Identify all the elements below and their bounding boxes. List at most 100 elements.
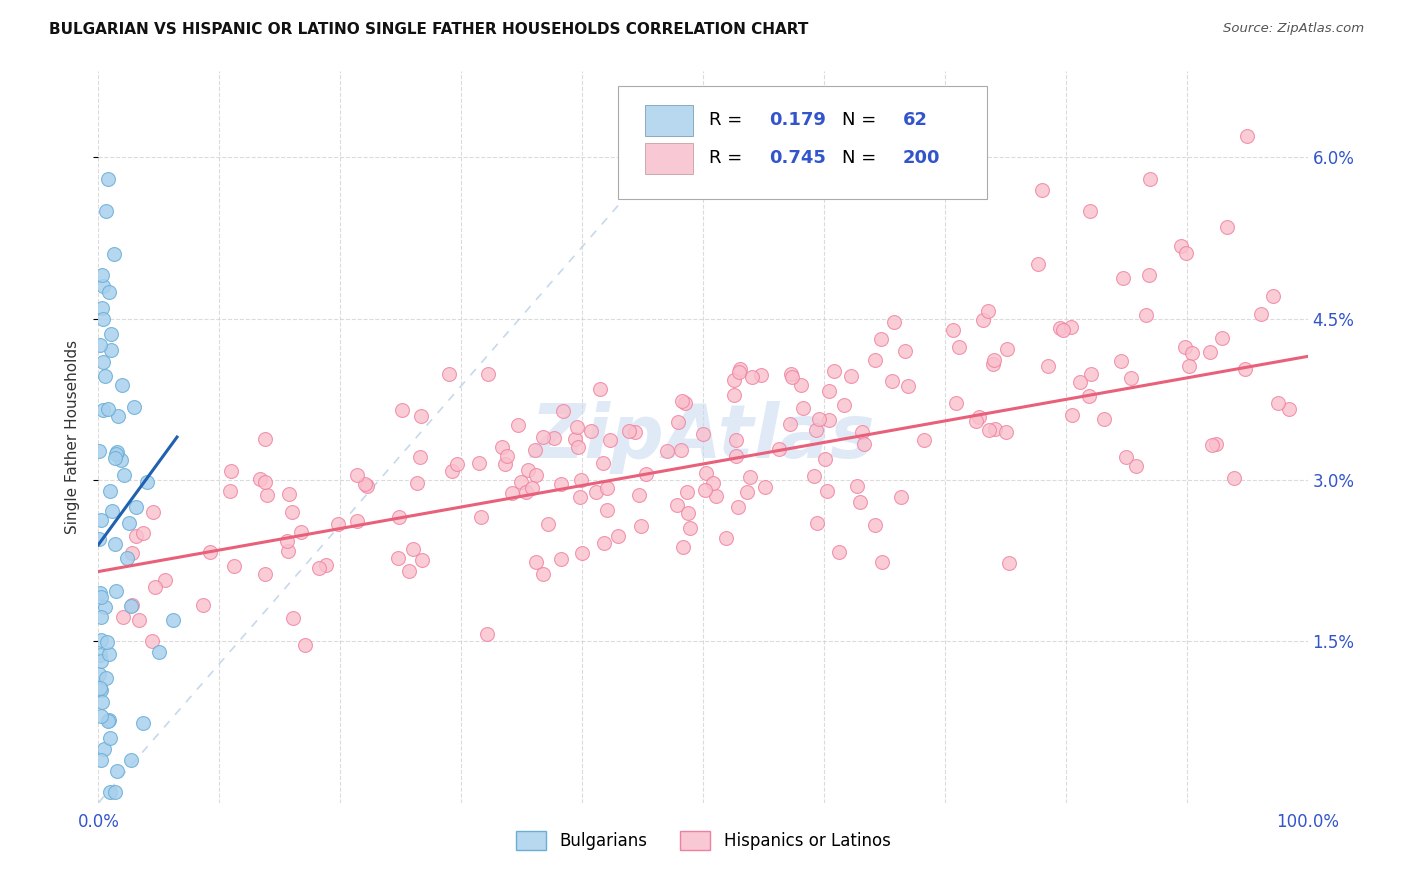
Point — [1137, 268, 1160, 283]
Point — [98, 731, 121, 746]
Point — [737, 485, 759, 500]
Point — [666, 415, 689, 429]
Point — [727, 500, 749, 514]
Point — [553, 404, 575, 418]
Point — [1175, 245, 1198, 260]
Point — [98, 285, 121, 299]
Point — [391, 403, 413, 417]
Point — [780, 368, 803, 382]
Point — [87, 444, 110, 458]
Point — [104, 537, 127, 551]
Point — [388, 509, 411, 524]
Point — [741, 370, 763, 384]
Point — [506, 417, 529, 432]
Point — [1052, 322, 1074, 336]
Point — [1060, 319, 1083, 334]
Point — [124, 500, 146, 514]
Point — [1267, 395, 1289, 409]
Point — [90, 753, 112, 767]
Point — [93, 599, 115, 614]
Point — [979, 423, 1001, 437]
Point — [849, 495, 872, 509]
Point — [387, 550, 409, 565]
Point — [714, 531, 737, 545]
Point — [571, 473, 593, 487]
Point — [1181, 345, 1204, 359]
Point — [470, 510, 492, 524]
Point — [1178, 359, 1201, 374]
Point — [91, 279, 114, 293]
Point — [103, 247, 125, 261]
Point — [965, 414, 987, 428]
Point — [308, 561, 330, 575]
Point — [515, 484, 537, 499]
Point — [599, 433, 621, 447]
Point — [1080, 367, 1102, 381]
Point — [695, 466, 717, 480]
Point — [132, 715, 155, 730]
Point — [524, 555, 547, 569]
Point — [1139, 172, 1161, 186]
Point — [870, 332, 893, 346]
Point — [872, 555, 894, 569]
FancyBboxPatch shape — [619, 86, 987, 200]
Point — [91, 311, 114, 326]
Text: 200: 200 — [903, 149, 941, 168]
Point — [1078, 204, 1101, 219]
Point — [1222, 471, 1244, 485]
Point — [824, 364, 846, 378]
Point — [531, 566, 554, 581]
Point — [564, 432, 586, 446]
Text: N =: N = — [842, 149, 882, 168]
Point — [89, 667, 111, 681]
Point — [97, 172, 120, 186]
Point — [89, 532, 111, 546]
Point — [995, 425, 1018, 439]
Point — [91, 301, 114, 315]
Point — [846, 478, 869, 492]
Point — [1205, 437, 1227, 451]
Point — [595, 503, 617, 517]
Point — [136, 475, 159, 490]
Point — [446, 457, 468, 471]
Text: R =: R = — [709, 149, 748, 168]
Point — [723, 373, 745, 387]
Point — [655, 444, 678, 458]
Point — [704, 490, 727, 504]
Point — [1199, 345, 1222, 359]
Point — [672, 540, 695, 554]
Point — [94, 369, 117, 384]
Text: Source: ZipAtlas.com: Source: ZipAtlas.com — [1223, 22, 1364, 36]
Point — [779, 417, 801, 432]
Point — [1115, 450, 1137, 464]
Point — [1060, 408, 1083, 422]
Point — [98, 484, 121, 499]
Point — [104, 447, 127, 461]
Point — [1211, 331, 1233, 345]
Point — [817, 413, 839, 427]
Point — [162, 613, 184, 627]
Point — [91, 695, 114, 709]
Point — [90, 590, 112, 604]
Point — [249, 472, 271, 486]
Point — [90, 654, 112, 668]
Point — [1236, 128, 1258, 143]
Point — [782, 370, 804, 384]
Point — [131, 525, 153, 540]
Point — [105, 764, 128, 778]
Point — [91, 268, 114, 282]
Point — [1216, 219, 1239, 234]
Point — [520, 481, 543, 495]
Point — [315, 558, 337, 573]
Point — [730, 362, 752, 376]
Point — [676, 506, 699, 520]
Point — [630, 518, 652, 533]
Point — [277, 544, 299, 558]
Point — [276, 533, 298, 548]
Point — [294, 638, 316, 652]
Point — [1049, 320, 1071, 334]
Point — [1036, 359, 1059, 373]
Point — [118, 516, 141, 530]
Point — [818, 384, 841, 398]
Point — [852, 437, 875, 451]
